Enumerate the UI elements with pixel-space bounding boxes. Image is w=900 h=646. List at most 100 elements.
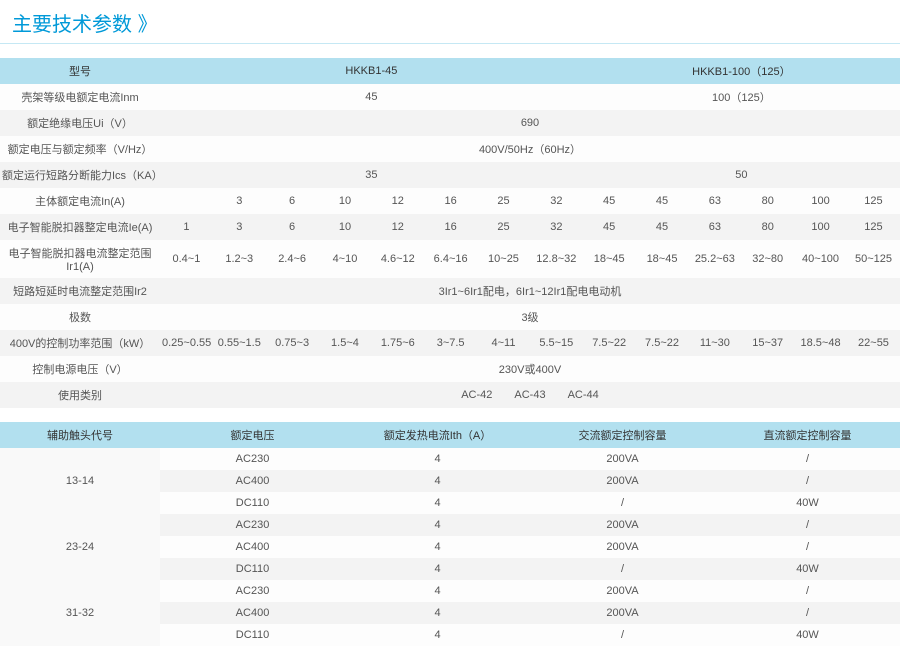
cell: 6 (266, 214, 319, 240)
cell: 4 (345, 624, 530, 646)
t1-hdr-label: 型号 (0, 58, 160, 84)
cell: DC110 (160, 492, 345, 514)
table-row: 短路短延时电流整定范围Ir23Ir1~6Ir1配电，6Ir1~12Ir1配电电动… (0, 278, 900, 304)
cell: / (715, 470, 900, 492)
cell: 1.75~6 (371, 330, 424, 356)
cell: 4 (345, 558, 530, 580)
table-row: 400V的控制功率范围（kW）0.25~0.550.55~1.50.75~31.… (0, 330, 900, 356)
t2-hdr-3: 交流额定控制容量 (530, 422, 715, 448)
cell: 32 (530, 188, 583, 214)
cell: 45 (583, 214, 636, 240)
cell: 4 (345, 602, 530, 624)
cell: / (715, 536, 900, 558)
row-value-a: 35 (160, 162, 583, 188)
row-value: 400V/50Hz（60Hz） (160, 136, 900, 162)
cell: 18~45 (583, 240, 636, 278)
row-label: 主体额定电流In(A) (0, 188, 160, 214)
page-title: 主要技术参数 》 (0, 0, 900, 44)
t2-hdr-0: 辅助触头代号 (0, 422, 160, 448)
table-row: 控制电源电压（V）230V或400V (0, 356, 900, 382)
spec-table-2: 辅助触头代号 额定电压 额定发热电流Ith（A） 交流额定控制容量 直流额定控制… (0, 422, 900, 646)
t1-hdr-b: HKKB1-100（125） (583, 58, 900, 84)
cell: 200VA (530, 602, 715, 624)
cell: 80 (741, 214, 794, 240)
table-row: 极数3级 (0, 304, 900, 330)
cell: 200VA (530, 580, 715, 602)
row-value: 690 (160, 110, 900, 136)
cell: 200VA (530, 514, 715, 536)
t2-hdr-2: 额定发热电流Ith（A） (345, 422, 530, 448)
cell: 32~80 (741, 240, 794, 278)
row-label: 使用类别 (0, 382, 160, 408)
row-label: 电子智能脱扣器整定电流Ie(A) (0, 214, 160, 240)
cell: AC400 (160, 470, 345, 492)
table-row: 31-32AC2304200VA/ (0, 580, 900, 602)
cell: 1.5~4 (319, 330, 372, 356)
title-text: 主要技术参数 (12, 14, 132, 36)
cell: 50~125 (847, 240, 900, 278)
cell: 100 (794, 188, 847, 214)
cell: 6 (266, 188, 319, 214)
cell: / (715, 514, 900, 536)
cell: 0.4~1 (160, 240, 213, 278)
cell: 4~10 (319, 240, 372, 278)
cell: 12 (371, 214, 424, 240)
cell: 0.55~1.5 (213, 330, 266, 356)
table-row: 额定绝缘电压Ui（V）690 (0, 110, 900, 136)
cell: 45 (636, 214, 689, 240)
table-row: 使用类别AC-42 AC-43 AC-44 (0, 382, 900, 408)
cell: 2.4~6 (266, 240, 319, 278)
cell: 3 (213, 214, 266, 240)
row-value-a: 45 (160, 84, 583, 110)
cell (160, 188, 213, 214)
cell: AC400 (160, 536, 345, 558)
cell: 200VA (530, 536, 715, 558)
row-label: 电子智能脱扣器电流整定范围Ir1(A) (0, 240, 160, 278)
cell: 40~100 (794, 240, 847, 278)
aux-contact-code: 23-24 (0, 514, 160, 580)
cell: DC110 (160, 624, 345, 646)
cell: 63 (688, 188, 741, 214)
cell: 10~25 (477, 240, 530, 278)
cell: / (715, 602, 900, 624)
cell: 6.4~16 (424, 240, 477, 278)
table-row: 额定运行短路分断能力Ics（KA）3550 (0, 162, 900, 188)
table-row: 13-14AC2304200VA/ (0, 448, 900, 470)
cell: 32 (530, 214, 583, 240)
cell: 22~55 (847, 330, 900, 356)
cell: 25 (477, 188, 530, 214)
cell: 4 (345, 536, 530, 558)
cell: 7.5~22 (636, 330, 689, 356)
cell: AC230 (160, 580, 345, 602)
cell: 40W (715, 558, 900, 580)
cell: 12.8~32 (530, 240, 583, 278)
cell: 16 (424, 188, 477, 214)
cell: 25.2~63 (688, 240, 741, 278)
cell: 10 (319, 188, 372, 214)
table-row: 额定电压与额定频率（V/Hz）400V/50Hz（60Hz） (0, 136, 900, 162)
table1-header-row: 型号 HKKB1-45 HKKB1-100（125） (0, 58, 900, 84)
aux-contact-code: 13-14 (0, 448, 160, 514)
row-value-b: 50 (583, 162, 900, 188)
cell: 200VA (530, 470, 715, 492)
cell: 4 (345, 448, 530, 470)
cell: 15~37 (741, 330, 794, 356)
cell: 11~30 (688, 330, 741, 356)
row-label: 壳架等级电额定电流Inm (0, 84, 160, 110)
cell: 5.5~15 (530, 330, 583, 356)
cell: 40W (715, 492, 900, 514)
row-value: 3Ir1~6Ir1配电，6Ir1~12Ir1配电电动机 (160, 278, 900, 304)
row-label: 控制电源电压（V） (0, 356, 160, 382)
cell: 200VA (530, 448, 715, 470)
cell: 125 (847, 188, 900, 214)
t1-hdr-a: HKKB1-45 (160, 58, 583, 84)
t2-hdr-4: 直流额定控制容量 (715, 422, 900, 448)
cell: AC230 (160, 514, 345, 536)
table-row: 壳架等级电额定电流Inm45100（125） (0, 84, 900, 110)
cell: 16 (424, 214, 477, 240)
cell: 100 (794, 214, 847, 240)
cell: AC230 (160, 448, 345, 470)
cell: 18.5~48 (794, 330, 847, 356)
t2-hdr-1: 额定电压 (160, 422, 345, 448)
row-value: AC-42 AC-43 AC-44 (160, 382, 900, 408)
